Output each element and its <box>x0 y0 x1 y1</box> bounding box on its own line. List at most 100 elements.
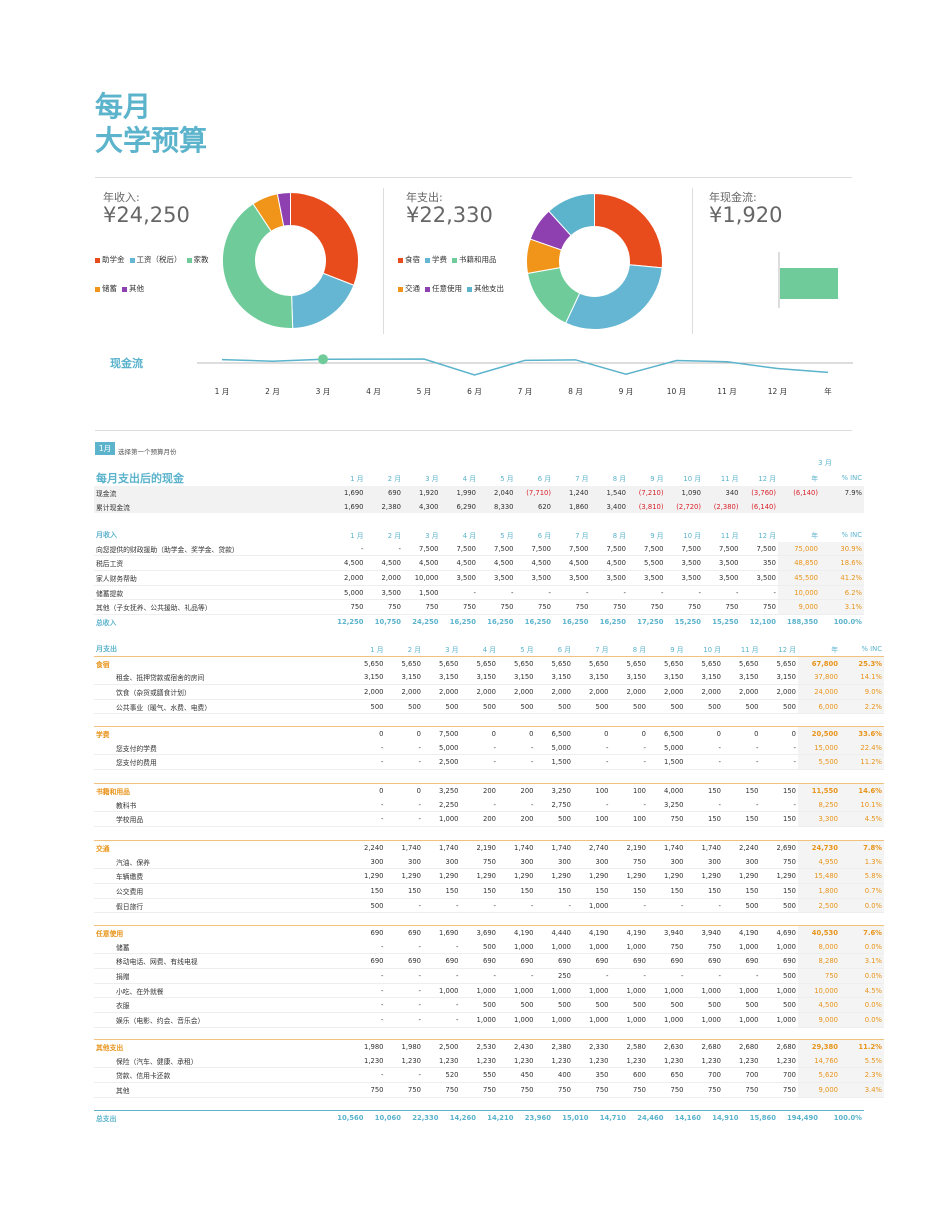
table-cell[interactable]: 1,740 <box>535 839 573 855</box>
table-cell[interactable]: 1.3% <box>840 854 884 870</box>
table-cell[interactable]: 0.7% <box>840 883 884 899</box>
table-cell[interactable]: 750 <box>573 1082 611 1098</box>
table-cell[interactable]: 250 <box>535 968 573 984</box>
table-cell[interactable]: 0.0% <box>840 898 884 914</box>
table-cell[interactable]: 750 <box>460 1082 498 1098</box>
table-cell[interactable]: 3,500 <box>703 555 741 572</box>
table-cell[interactable]: - <box>760 754 798 771</box>
table-cell[interactable]: 2,750 <box>535 797 573 813</box>
table-cell[interactable]: 690 <box>365 486 403 500</box>
table-cell[interactable]: 0 <box>385 782 423 798</box>
table-cell[interactable]: 1,000 <box>573 939 611 955</box>
table-cell[interactable]: 2,330 <box>573 1038 611 1054</box>
table-cell[interactable]: 750 <box>515 599 553 616</box>
table-cell[interactable]: 750 <box>553 599 591 616</box>
table-cell[interactable]: 5,650 <box>348 655 386 671</box>
table-cell[interactable]: 1,500 <box>535 754 573 771</box>
table-cell[interactable]: 0 <box>498 725 536 741</box>
table-cell[interactable]: 10,000 <box>778 585 820 601</box>
table-cell[interactable]: 16,250 <box>553 614 591 629</box>
table-cell[interactable]: 2,000 <box>328 570 366 586</box>
month-selector[interactable]: 1月 <box>95 442 115 455</box>
table-cell[interactable]: 200 <box>460 811 498 828</box>
table-cell[interactable]: 690 <box>573 953 611 970</box>
table-cell[interactable]: 750 <box>648 1082 686 1098</box>
table-cell[interactable]: 700 <box>760 1067 798 1084</box>
table-cell[interactable]: 11,550 <box>798 782 840 798</box>
table-cell[interactable]: 690 <box>498 953 536 970</box>
table-cell[interactable]: 5,650 <box>423 655 461 671</box>
table-cell[interactable]: 3,500 <box>365 585 403 601</box>
table-cell[interactable]: 650 <box>648 1067 686 1084</box>
table-cell[interactable]: (6,140) <box>778 486 820 500</box>
table-cell[interactable]: 1,690 <box>328 486 366 500</box>
table-cell[interactable]: 10.1% <box>840 797 884 813</box>
table-cell[interactable]: 4.5% <box>840 983 884 999</box>
table-cell[interactable]: 3,150 <box>460 670 498 686</box>
table-cell[interactable]: 750 <box>590 599 628 616</box>
table-cell[interactable]: 4,000 <box>648 782 686 798</box>
table-cell[interactable]: 1,740 <box>648 839 686 855</box>
table-cell[interactable]: 5,500 <box>798 754 840 771</box>
table-cell[interactable]: - <box>460 968 498 984</box>
table-cell[interactable]: 6,000 <box>798 699 840 715</box>
table-cell[interactable]: 150 <box>723 782 761 798</box>
table-cell[interactable]: 1,000 <box>535 939 573 955</box>
table-cell[interactable]: 1,230 <box>648 1053 686 1069</box>
table-cell[interactable]: 7,500 <box>665 541 703 557</box>
table-cell[interactable]: 0 <box>723 725 761 741</box>
table-cell[interactable]: - <box>348 740 386 756</box>
table-cell[interactable]: 690 <box>648 953 686 970</box>
table-cell[interactable]: 1,500 <box>648 754 686 771</box>
table-cell[interactable]: 7.8% <box>840 839 884 855</box>
table-cell[interactable]: 18.6% <box>820 555 864 572</box>
table-cell[interactable]: 150 <box>385 883 423 899</box>
table-cell[interactable]: 500 <box>723 997 761 1014</box>
table-cell[interactable]: 24,250 <box>403 614 441 629</box>
table-cell[interactable]: 37,800 <box>798 670 840 686</box>
table-cell[interactable]: 14.1% <box>840 670 884 686</box>
table-cell[interactable]: 150 <box>723 811 761 828</box>
table-cell[interactable]: 1,290 <box>610 868 648 885</box>
table-cell[interactable]: 1,000 <box>760 1012 798 1028</box>
table-cell[interactable]: 3,500 <box>665 555 703 572</box>
table-cell[interactable]: 0 <box>348 782 386 798</box>
table-cell[interactable]: 3,150 <box>348 670 386 686</box>
table-cell[interactable]: 2,430 <box>498 1038 536 1054</box>
table-cell[interactable]: 500 <box>760 699 798 715</box>
table-cell[interactable]: 3,250 <box>423 782 461 798</box>
table-cell[interactable]: 550 <box>460 1067 498 1084</box>
table-cell[interactable]: 300 <box>648 854 686 870</box>
table-cell[interactable]: 150 <box>685 883 723 899</box>
table-cell[interactable]: 500 <box>648 699 686 715</box>
table-cell[interactable]: 1,000 <box>760 983 798 999</box>
table-cell[interactable]: 48,850 <box>778 555 820 572</box>
table-cell[interactable]: 9,000 <box>798 1012 840 1028</box>
table-cell[interactable]: 5,650 <box>460 655 498 671</box>
table-cell[interactable]: - <box>535 898 573 914</box>
table-cell[interactable]: 100.0% <box>820 614 864 629</box>
table-cell[interactable]: 12,250 <box>328 614 366 629</box>
table-cell[interactable]: 5,650 <box>760 655 798 671</box>
table-cell[interactable]: 1,290 <box>385 868 423 885</box>
table-cell[interactable]: 0.0% <box>840 968 884 984</box>
table-cell[interactable]: 3,250 <box>535 782 573 798</box>
table-cell[interactable]: 300 <box>348 854 386 870</box>
table-cell[interactable]: 8,280 <box>798 953 840 970</box>
table-cell[interactable]: 500 <box>760 898 798 914</box>
table-cell[interactable]: 500 <box>723 699 761 715</box>
table-cell[interactable]: 16,250 <box>590 614 628 629</box>
table-cell[interactable]: 45,500 <box>778 570 820 586</box>
table-cell[interactable]: 5,650 <box>385 655 423 671</box>
table-cell[interactable]: 2,000 <box>685 684 723 700</box>
table-cell[interactable]: - <box>385 997 423 1014</box>
table-cell[interactable]: 0 <box>685 725 723 741</box>
table-cell[interactable]: 4,190 <box>573 924 611 940</box>
table-cell[interactable]: 10,000 <box>403 570 441 586</box>
table-cell[interactable]: 14,910 <box>703 1109 741 1125</box>
table-cell[interactable]: 10,560 <box>328 1109 366 1125</box>
table-cell[interactable]: 500 <box>498 997 536 1014</box>
table-cell[interactable]: 1,000 <box>498 939 536 955</box>
table-cell[interactable]: 750 <box>478 599 516 616</box>
table-cell[interactable]: 16,250 <box>478 614 516 629</box>
